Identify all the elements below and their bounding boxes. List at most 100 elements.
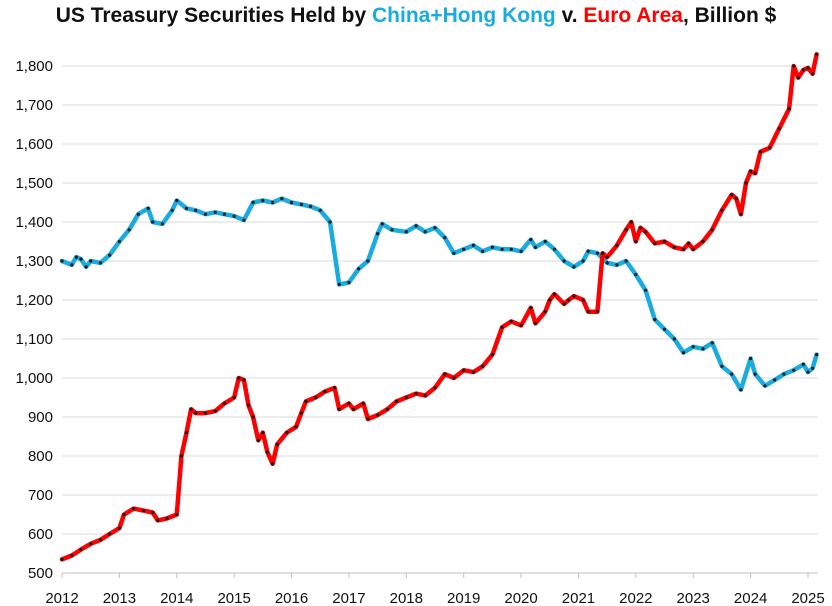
china-point-76 [749, 356, 753, 361]
euro-point-24 [246, 403, 251, 407]
y-tick-label-900: 900 [28, 409, 53, 426]
euro-point-72 [615, 243, 619, 247]
euro-point-40 [351, 407, 356, 411]
euro-point-84 [701, 239, 705, 244]
china-point-35 [366, 259, 370, 263]
euro-point-75 [634, 239, 638, 244]
euro-point-45 [395, 399, 399, 403]
euro-point-21 [232, 395, 236, 400]
china-point-7 [108, 253, 112, 257]
euro-point-101 [811, 72, 815, 76]
euro-point-13 [175, 512, 179, 517]
china-point-51 [519, 249, 523, 253]
euro-point-73 [624, 228, 628, 232]
axes: 500 600 700 800 900 1,000 1,100 1,200 1,300 1,400… [15, 58, 824, 606]
y-tick-label-1200: 1,200 [15, 292, 53, 309]
china-point-32 [337, 282, 341, 286]
euro-point-49 [433, 386, 437, 390]
euro-point-79 [662, 239, 667, 244]
china-point-17 [194, 208, 198, 212]
euro-point-71 [605, 255, 609, 259]
euro-point-15 [184, 431, 189, 435]
china-point-10 [136, 212, 140, 216]
china-point-64 [634, 273, 638, 277]
china-point-72 [710, 341, 714, 345]
china-point-33 [347, 280, 351, 285]
y-tick-label-1700: 1,700 [15, 97, 53, 114]
china-point-28 [299, 202, 303, 206]
series-markers-china [60, 197, 819, 392]
euro-point-26 [256, 438, 260, 442]
china-point-50 [509, 247, 513, 251]
euro-point-69 [595, 310, 600, 314]
china-point-60 [595, 251, 600, 255]
china-point-63 [624, 259, 628, 263]
euro-point-86 [720, 208, 724, 212]
china-point-16 [184, 206, 189, 210]
china-point-59 [586, 249, 590, 253]
euro-point-4 [98, 538, 102, 542]
china-point-21 [232, 214, 236, 218]
euro-point-102 [815, 52, 819, 56]
euro-point-18 [203, 411, 208, 415]
x-tick-label-2017: 2017 [332, 590, 365, 606]
euro-point-63 [552, 292, 557, 296]
china-point-34 [357, 267, 361, 271]
china-point-66 [653, 317, 657, 322]
euro-point-59 [529, 306, 533, 310]
china-point-47 [481, 249, 485, 253]
china-point-54 [543, 239, 547, 244]
y-tick-label-1600: 1,600 [15, 136, 53, 153]
euro-point-51 [452, 376, 456, 380]
euro-point-41 [361, 401, 365, 405]
china-point-82 [801, 362, 806, 366]
china-point-8 [117, 239, 121, 244]
china-point-42 [433, 226, 437, 230]
euro-point-74 [629, 220, 633, 224]
china-point-9 [127, 228, 131, 232]
china-point-1 [70, 263, 74, 267]
y-tick-label-1800: 1,800 [15, 58, 53, 75]
china-point-37 [380, 222, 384, 226]
euro-point-32 [294, 425, 298, 429]
series-markers-euro [60, 52, 819, 562]
euro-point-22 [237, 376, 241, 380]
euro-point-28 [265, 450, 269, 454]
euro-point-19 [213, 409, 217, 413]
euro-point-29 [271, 462, 275, 466]
china-point-45 [462, 247, 466, 251]
china-point-40 [414, 224, 418, 228]
x-tick-label-2021: 2021 [562, 590, 595, 606]
euro-point-0 [60, 557, 64, 562]
euro-point-38 [337, 407, 341, 411]
china-point-26 [280, 197, 284, 201]
euro-point-35 [314, 395, 318, 400]
euro-point-53 [471, 370, 475, 374]
euro-point-30 [275, 442, 279, 446]
euro-point-67 [581, 298, 585, 302]
china-point-71 [701, 347, 705, 351]
euro-point-95 [777, 126, 781, 130]
x-tick-label-2019: 2019 [447, 590, 480, 606]
euro-point-17 [194, 411, 198, 415]
china-point-67 [662, 327, 667, 331]
x-tick-label-2020: 2020 [504, 590, 537, 606]
euro-point-9 [141, 509, 146, 513]
euro-point-3 [89, 542, 93, 546]
euro-point-42 [366, 417, 370, 421]
title-prefix: US Treasury Securities Held by [55, 4, 372, 27]
euro-point-11 [156, 518, 160, 523]
china-point-29 [308, 204, 313, 208]
chart-title: US Treasury Securities Held by China+Hon… [0, 4, 832, 28]
euro-point-89 [739, 212, 743, 216]
euro-point-52 [462, 368, 466, 372]
euro-point-50 [443, 372, 447, 376]
x-tick-label-2015: 2015 [217, 590, 250, 606]
euro-point-48 [423, 394, 427, 398]
china-point-52 [529, 238, 533, 242]
euro-point-20 [222, 401, 226, 405]
euro-point-39 [347, 401, 351, 405]
gridlines [62, 65, 818, 535]
euro-point-97 [792, 64, 796, 68]
